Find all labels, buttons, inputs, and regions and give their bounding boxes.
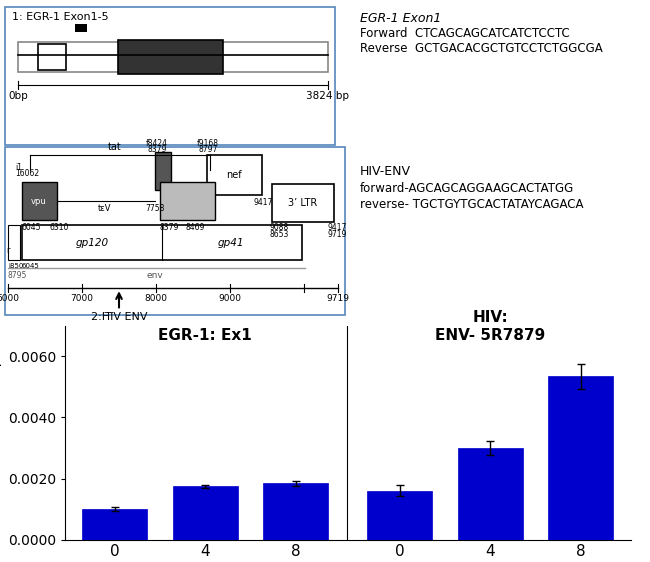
Bar [263,483,328,540]
Text: i850: i850 [8,263,23,269]
Text: 6045: 6045 [22,263,40,269]
Text: 6000: 6000 [0,294,20,303]
Text: 8379: 8379 [148,145,166,154]
Text: f8424: f8424 [146,139,168,148]
Text: 7758: 7758 [146,204,164,213]
Text: 9417: 9417 [254,198,273,207]
Text: r: r [6,246,10,255]
Bar [8,225,20,260]
Y-axis label: Matrix ChIP (Fraction input): Matrix ChIP (Fraction input) [0,338,2,528]
Text: 0bp: 0bp [8,91,28,101]
Text: EGR-1 Exon1: EGR-1 Exon1 [360,12,441,25]
Text: EGR-1: Ex1: EGR-1: Ex1 [159,328,252,343]
Text: nef: nef [226,170,242,180]
Text: 8000: 8000 [144,294,168,303]
Text: 8797: 8797 [198,145,218,154]
Text: 8653: 8653 [270,230,289,239]
Text: 9417: 9417 [328,223,347,232]
Text: gp41: gp41 [218,238,244,248]
Text: 3’ LTR: 3’ LTR [289,198,318,208]
Bar [160,182,215,220]
Text: 1: EGR-1 Exon1-5: 1: EGR-1 Exon1-5 [12,12,109,22]
Text: 8469: 8469 [185,223,204,232]
Bar [173,486,238,540]
Text: 3824 bp: 3824 bp [307,91,350,101]
Text: 16062: 16062 [15,169,39,178]
Text: 2:H̅I̅V ENV: 2:H̅I̅V ENV [91,312,148,323]
Text: 8795: 8795 [8,271,27,280]
Text: tat: tat [108,142,122,152]
Text: f9168: f9168 [197,139,219,148]
Text: HIV-ENV: HIV-ENV [360,165,411,178]
Text: tεV: tεV [98,204,112,213]
Bar [5,7,335,145]
Bar [22,225,302,260]
Text: 9719: 9719 [328,230,347,239]
Text: reverse- TGCTGYTGCACTATAYCAGACA: reverse- TGCTGYTGCACTATAYCAGACA [360,198,584,211]
Bar [75,24,87,32]
Bar [272,184,334,222]
Bar [82,509,148,540]
Text: i1: i1 [15,163,22,172]
Text: 9000: 9000 [218,294,242,303]
Text: 9088: 9088 [270,223,289,232]
Text: 6310: 6310 [50,223,70,232]
Bar [367,491,432,540]
Text: vpu: vpu [31,197,47,206]
Bar [22,182,57,220]
Text: gp120: gp120 [75,238,109,248]
Bar [155,152,171,190]
Bar [548,377,614,540]
Bar [458,448,523,540]
Text: 8379: 8379 [160,223,179,232]
Text: HIV:
ENV- 5R7879: HIV: ENV- 5R7879 [435,310,545,343]
Bar [18,42,328,72]
Bar [118,40,223,74]
Text: 9719: 9719 [326,294,350,303]
Text: 6045: 6045 [22,223,42,232]
Text: env: env [147,271,163,280]
Text: forward-AGCAGCAGGAAGCACTATGG: forward-AGCAGCAGGAAGCACTATGG [360,182,574,195]
Text: 7000: 7000 [70,294,94,303]
Bar [207,155,262,195]
Text: Reverse  GCTGACACGCTGTCCTCTGGCGA: Reverse GCTGACACGCTGTCCTCTGGCGA [360,42,603,55]
Text: Forward  CTCAGCAGCATCATCTCCTC: Forward CTCAGCAGCATCATCTCCTC [360,27,570,40]
Bar [38,44,66,70]
Bar [5,147,345,315]
